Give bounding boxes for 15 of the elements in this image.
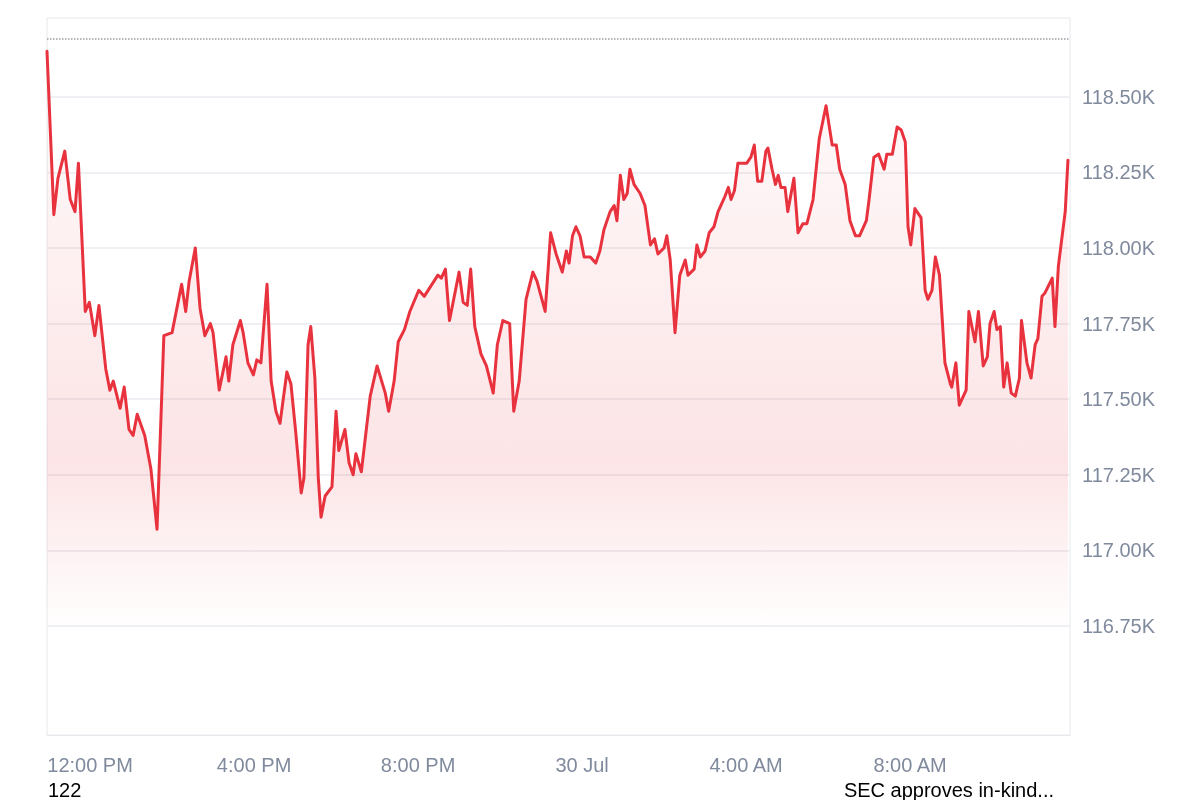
y-tick-label: 118.00K [1082,236,1156,259]
y-tick-label: 117.00K [1082,539,1156,562]
y-tick-label: 117.50K [1082,388,1156,411]
y-tick-label: 117.25K [1082,463,1156,486]
x-tick-label: 4:00 AM [709,754,783,776]
x-tick-label: 8:00 PM [380,754,456,776]
y-tick-label: 118.25K [1082,161,1156,184]
y-tick-label: 117.75K [1082,312,1156,335]
x-tick-label: 12:00 PM [47,754,133,776]
y-tick-label: 118.50K [1082,85,1156,108]
text: 122 [48,779,82,800]
x-tick-label: 30 Jul [555,754,609,776]
y-tick-label: 116.75K [1082,615,1156,638]
x-tick-label: 8:00 AM [873,754,947,776]
x-tick-label: 4:00 PM [216,754,292,776]
